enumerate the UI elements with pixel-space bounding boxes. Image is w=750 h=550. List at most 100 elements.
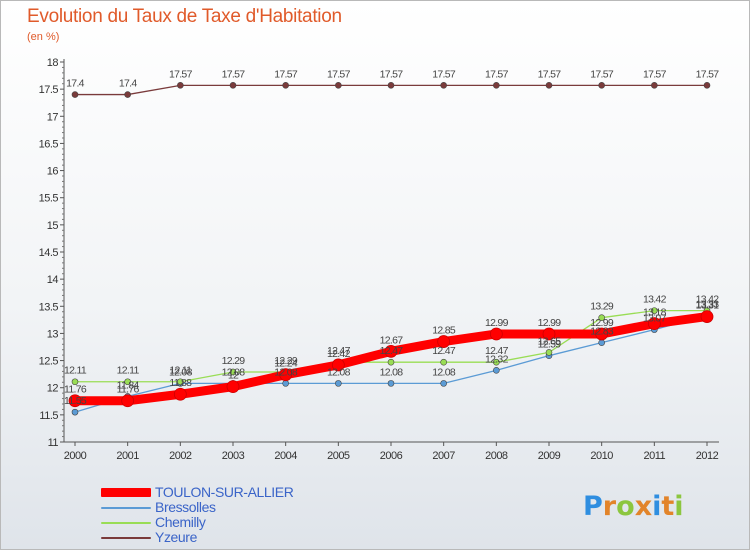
y-tick-label: 15.5 — [39, 193, 59, 205]
data-label: 12.08 — [222, 366, 246, 378]
y-tick-label: 12 — [47, 383, 59, 395]
data-label: 12.11 — [169, 365, 192, 377]
data-label: 17.57 — [485, 68, 509, 80]
data-label: 12.85 — [432, 325, 456, 337]
data-point — [595, 327, 609, 341]
data-label: 12.29 — [222, 355, 246, 367]
data-point — [229, 368, 237, 376]
data-point — [226, 380, 240, 394]
y-tick-label: 14 — [47, 274, 59, 286]
data-point — [542, 327, 556, 341]
legend-label-yzeure: Yzeure — [155, 529, 197, 545]
y-tick-label: 17.5 — [39, 84, 59, 96]
x-tick-label: 2006 — [380, 450, 403, 462]
y-tick-label: 15 — [47, 220, 59, 232]
logo-letter: t — [661, 491, 675, 522]
data-point — [647, 317, 661, 331]
logo-letter: o — [616, 491, 635, 522]
logo-letter: r — [602, 491, 617, 522]
data-label: 13.07 — [643, 313, 667, 325]
data-label: 13.42 — [696, 294, 720, 306]
data-point — [440, 358, 447, 366]
data-label: 17.4 — [66, 78, 84, 90]
legend-swatch-toulon — [101, 488, 151, 497]
data-point — [700, 310, 714, 324]
data-point — [177, 82, 184, 89]
data-label: 17.57 — [222, 68, 246, 80]
data-point — [387, 358, 395, 366]
logo-letter: x — [634, 491, 653, 522]
logo-letter: i — [652, 491, 662, 522]
data-point — [545, 349, 553, 356]
data-point — [68, 394, 82, 408]
data-label: 13.31 — [696, 300, 720, 312]
x-tick-label: 2010 — [590, 450, 613, 462]
data-point — [598, 82, 605, 89]
y-tick-label: 13 — [47, 328, 59, 340]
data-point — [282, 380, 289, 387]
y-tick-label: 16 — [47, 166, 59, 178]
data-point — [71, 91, 79, 98]
x-tick-label: 2000 — [64, 450, 87, 462]
data-point — [651, 82, 658, 89]
data-point — [384, 344, 398, 358]
legend-swatch-bressolles — [101, 507, 151, 509]
data-point — [282, 82, 289, 89]
y-tick-label: 18 — [47, 57, 59, 69]
y-tick-label: 11 — [48, 437, 59, 449]
data-label: 12.47 — [380, 345, 404, 357]
legend-label-toulon: TOULON-SUR-ALLIER — [155, 484, 294, 500]
data-point — [440, 82, 447, 89]
x-tick-label: 2007 — [432, 450, 455, 462]
x-tick-label: 2012 — [696, 450, 719, 462]
data-label: 12.47 — [327, 345, 351, 357]
data-label: 12.65 — [538, 335, 562, 347]
data-point — [545, 82, 553, 89]
data-label: 11.88 — [169, 377, 192, 389]
x-tick-label: 2005 — [327, 450, 350, 462]
legend-swatch-chemilly — [101, 522, 151, 524]
data-point — [71, 378, 79, 386]
data-point — [124, 91, 131, 98]
data-label: 12 — [228, 370, 239, 382]
data-label: 17.57 — [274, 68, 298, 80]
data-point — [489, 327, 503, 341]
chart-title: Evolution du Taux de Taxe d'Habitation — [27, 6, 342, 27]
data-label: 12.42 — [327, 348, 351, 360]
data-point — [493, 358, 500, 366]
data-point — [598, 314, 605, 321]
data-label: 17.57 — [538, 68, 562, 80]
logo-letter: P — [583, 491, 603, 522]
y-tick-label: 11.5 — [39, 410, 58, 422]
data-point — [279, 368, 293, 382]
data-point — [387, 380, 395, 387]
data-point — [437, 335, 451, 348]
data-label: 17.57 — [169, 68, 193, 80]
legend-label-chemilly: Chemilly — [155, 514, 206, 530]
x-tick-label: 2011 — [644, 450, 666, 462]
y-tick-label: 13.5 — [39, 301, 59, 313]
data-label: 12.11 — [64, 365, 87, 377]
data-label: 12.47 — [432, 345, 456, 357]
data-point — [335, 82, 342, 89]
data-label: 12.59 — [538, 339, 562, 351]
data-label: 11.76 — [117, 384, 140, 396]
data-label: 13.29 — [590, 301, 614, 313]
data-point — [651, 307, 658, 314]
legend-label-bressolles: Bressolles — [155, 499, 216, 515]
data-label: 17.57 — [380, 68, 404, 80]
data-label: 12.24 — [274, 358, 298, 370]
logo-letter: i — [674, 491, 684, 522]
data-label: 12.29 — [274, 355, 298, 367]
x-tick-label: 2001 — [116, 450, 139, 462]
data-label: 11.76 — [64, 384, 87, 396]
x-tick-label: 2008 — [485, 450, 508, 462]
data-point — [598, 339, 605, 346]
data-point — [229, 82, 237, 89]
x-tick-label: 2004 — [274, 450, 297, 462]
x-tick-label: 2002 — [169, 450, 192, 462]
data-label: 12.08 — [432, 366, 456, 378]
data-point — [335, 380, 342, 387]
